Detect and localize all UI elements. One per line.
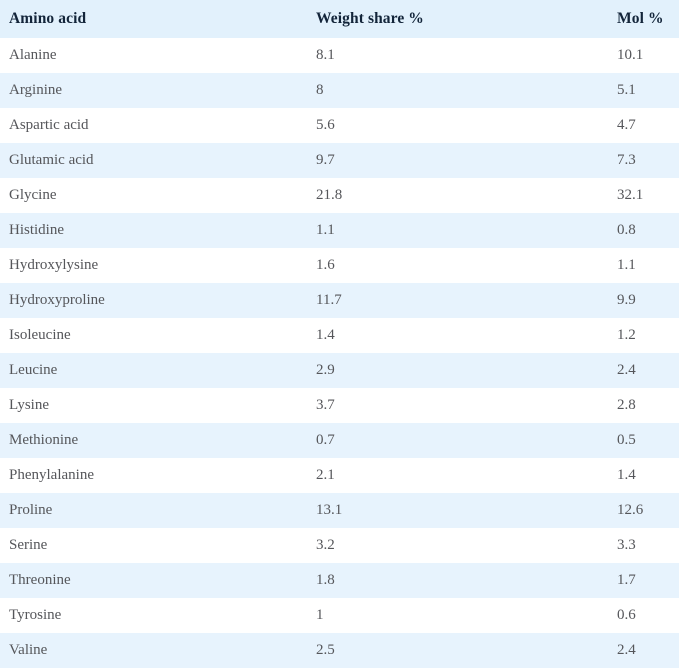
cell-amino-acid: Glycine — [0, 178, 307, 213]
cell-weight-share: 3.7 — [307, 388, 608, 423]
table-row: Aspartic acid 5.6 4.7 — [0, 108, 679, 143]
cell-weight-share: 5.6 — [307, 108, 608, 143]
table-row: Arginine 8 5.1 — [0, 73, 679, 108]
cell-weight-share: 13.1 — [307, 493, 608, 528]
cell-amino-acid: Glutamic acid — [0, 143, 307, 178]
cell-amino-acid: Proline — [0, 493, 307, 528]
column-header-amino-acid: Amino acid — [0, 0, 307, 38]
table-row: Threonine 1.8 1.7 — [0, 563, 679, 598]
cell-mol-percent: 12.6 — [608, 493, 679, 528]
column-header-mol-percent: Mol % — [608, 0, 679, 38]
cell-weight-share: 1.6 — [307, 248, 608, 283]
cell-amino-acid: Tyrosine — [0, 598, 307, 633]
cell-mol-percent: 2.8 — [608, 388, 679, 423]
cell-weight-share: 21.8 — [307, 178, 608, 213]
table-row: Tyrosine 1 0.6 — [0, 598, 679, 633]
table-row: Lysine 3.7 2.8 — [0, 388, 679, 423]
cell-mol-percent: 4.7 — [608, 108, 679, 143]
table-row: Valine 2.5 2.4 — [0, 633, 679, 668]
cell-amino-acid: Lysine — [0, 388, 307, 423]
table-row: Glutamic acid 9.7 7.3 — [0, 143, 679, 178]
cell-amino-acid: Leucine — [0, 353, 307, 388]
cell-amino-acid: Serine — [0, 528, 307, 563]
table-row: Phenylalanine 2.1 1.4 — [0, 458, 679, 493]
cell-amino-acid: Hydroxyproline — [0, 283, 307, 318]
cell-weight-share: 8 — [307, 73, 608, 108]
table-row: Isoleucine 1.4 1.2 — [0, 318, 679, 353]
cell-mol-percent: 3.3 — [608, 528, 679, 563]
cell-weight-share: 1.8 — [307, 563, 608, 598]
table-row: Leucine 2.9 2.4 — [0, 353, 679, 388]
cell-mol-percent: 1.1 — [608, 248, 679, 283]
cell-mol-percent: 5.1 — [608, 73, 679, 108]
cell-weight-share: 2.5 — [307, 633, 608, 668]
cell-amino-acid: Phenylalanine — [0, 458, 307, 493]
cell-mol-percent: 32.1 — [608, 178, 679, 213]
table-body: Alanine 8.1 10.1 Arginine 8 5.1 Aspartic… — [0, 38, 679, 668]
cell-weight-share: 2.1 — [307, 458, 608, 493]
cell-amino-acid: Alanine — [0, 38, 307, 73]
cell-weight-share: 1 — [307, 598, 608, 633]
cell-mol-percent: 0.5 — [608, 423, 679, 458]
cell-weight-share: 2.9 — [307, 353, 608, 388]
table-row: Hydroxylysine 1.6 1.1 — [0, 248, 679, 283]
cell-amino-acid: Arginine — [0, 73, 307, 108]
cell-amino-acid: Isoleucine — [0, 318, 307, 353]
table-row: Proline 13.1 12.6 — [0, 493, 679, 528]
column-header-weight-share: Weight share % — [307, 0, 608, 38]
cell-weight-share: 1.4 — [307, 318, 608, 353]
table-header-row: Amino acid Weight share % Mol % — [0, 0, 679, 38]
cell-mol-percent: 2.4 — [608, 633, 679, 668]
cell-amino-acid: Threonine — [0, 563, 307, 598]
cell-mol-percent: 7.3 — [608, 143, 679, 178]
cell-weight-share: 0.7 — [307, 423, 608, 458]
cell-mol-percent: 0.8 — [608, 213, 679, 248]
cell-mol-percent: 0.6 — [608, 598, 679, 633]
table-row: Glycine 21.8 32.1 — [0, 178, 679, 213]
table-row: Methionine 0.7 0.5 — [0, 423, 679, 458]
cell-weight-share: 8.1 — [307, 38, 608, 73]
cell-amino-acid: Valine — [0, 633, 307, 668]
cell-weight-share: 1.1 — [307, 213, 608, 248]
cell-weight-share: 11.7 — [307, 283, 608, 318]
table-row: Histidine 1.1 0.8 — [0, 213, 679, 248]
cell-amino-acid: Hydroxylysine — [0, 248, 307, 283]
cell-mol-percent: 10.1 — [608, 38, 679, 73]
table-row: Serine 3.2 3.3 — [0, 528, 679, 563]
cell-mol-percent: 1.4 — [608, 458, 679, 493]
cell-mol-percent: 1.7 — [608, 563, 679, 598]
table-header: Amino acid Weight share % Mol % — [0, 0, 679, 38]
cell-amino-acid: Aspartic acid — [0, 108, 307, 143]
cell-mol-percent: 9.9 — [608, 283, 679, 318]
cell-amino-acid: Histidine — [0, 213, 307, 248]
cell-mol-percent: 1.2 — [608, 318, 679, 353]
cell-weight-share: 9.7 — [307, 143, 608, 178]
cell-mol-percent: 2.4 — [608, 353, 679, 388]
table-row: Hydroxyproline 11.7 9.9 — [0, 283, 679, 318]
cell-amino-acid: Methionine — [0, 423, 307, 458]
table-row: Alanine 8.1 10.1 — [0, 38, 679, 73]
cell-weight-share: 3.2 — [307, 528, 608, 563]
